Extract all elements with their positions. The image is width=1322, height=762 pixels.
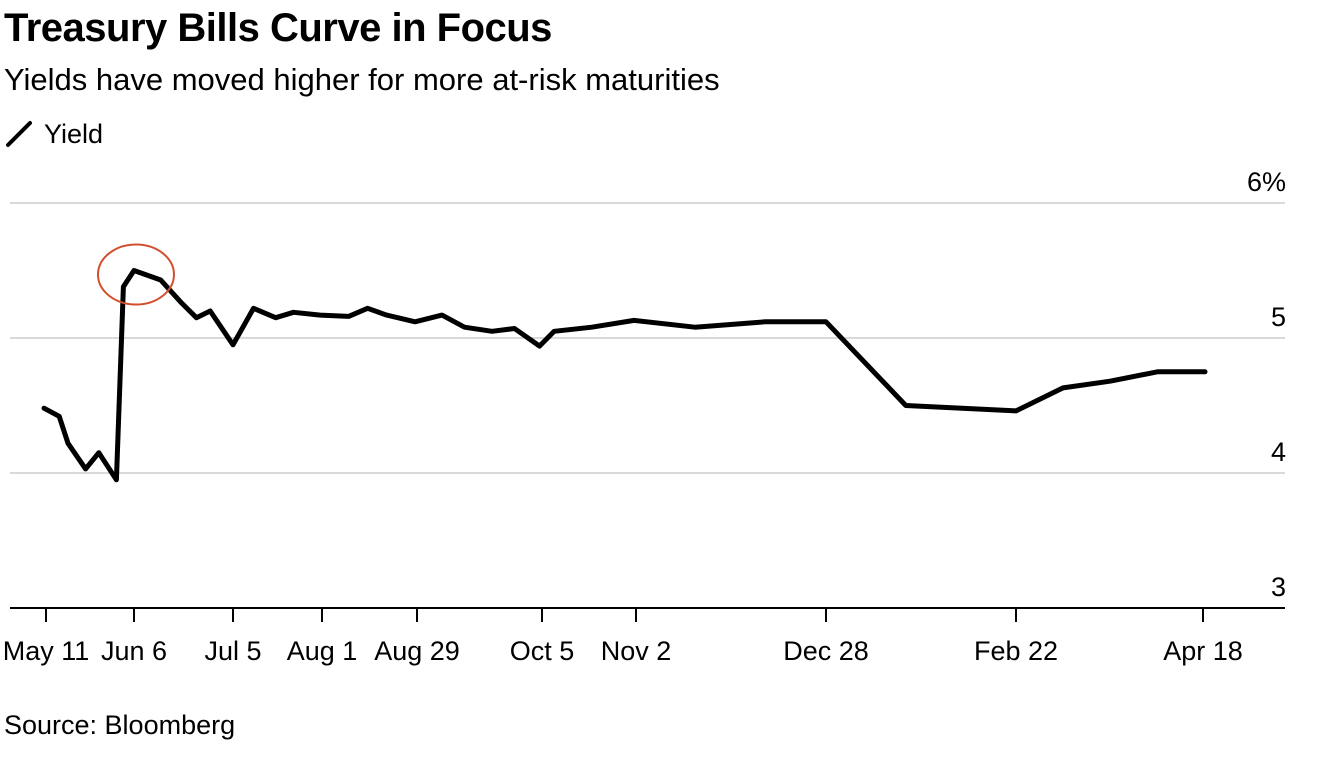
highlight-circle bbox=[96, 243, 175, 306]
x-tick-label: Aug 29 bbox=[374, 636, 460, 666]
x-tick-label: Aug 1 bbox=[287, 636, 358, 666]
x-tick-label: Dec 28 bbox=[783, 636, 869, 666]
series-line-yield bbox=[41, 268, 1208, 483]
legend: Yield bbox=[4, 116, 103, 152]
y-tick-label: 6% bbox=[1247, 167, 1286, 197]
x-tick-label: Nov 2 bbox=[601, 636, 672, 666]
source-note: Source: Bloomberg bbox=[4, 710, 236, 740]
legend-label: Yield bbox=[44, 118, 104, 149]
x-tick-label: May 11 bbox=[3, 636, 90, 666]
x-tick-label: Feb 22 bbox=[974, 636, 1058, 666]
line-swatch-icon bbox=[6, 121, 32, 147]
x-tick-label: Apr 18 bbox=[1163, 636, 1243, 666]
x-tick-label: Jul 5 bbox=[204, 636, 261, 666]
x-tick-label: Jun 6 bbox=[101, 636, 167, 666]
y-tick-label: 3 bbox=[1271, 572, 1286, 602]
x-tick-label: Oct 5 bbox=[510, 636, 575, 666]
chart-subtitle: Yields have moved higher for more at-ris… bbox=[4, 62, 720, 97]
chart-title: Treasury Bills Curve in Focus bbox=[4, 6, 552, 50]
y-tick-label: 5 bbox=[1271, 302, 1286, 332]
y-tick-label: 4 bbox=[1271, 437, 1286, 467]
